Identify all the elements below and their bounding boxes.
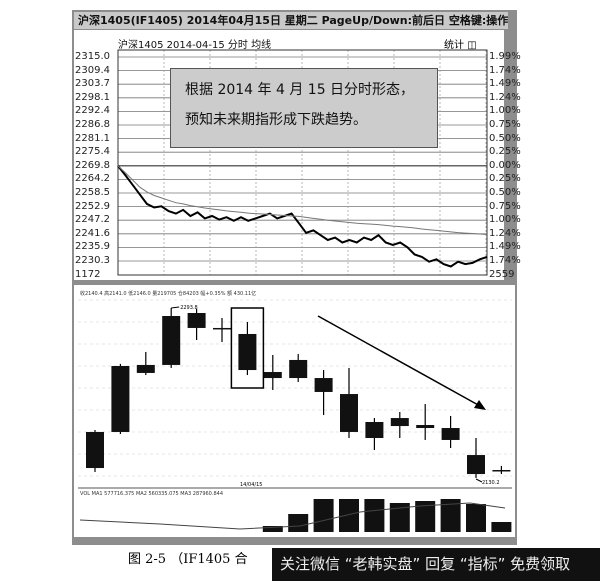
right-tick-label: 0.25% [489,146,521,158]
date-tag: 14/04/15 [240,482,262,488]
right-tick-label: 1.74% [489,255,521,266]
low-label-leader [475,478,483,483]
candle-body [492,469,511,472]
volume-bar [440,499,461,532]
panel-toggle-icon[interactable]: ◫ [467,40,477,51]
left-tick-label: 1172 [75,268,101,280]
high-label: 2293.8 [180,305,198,311]
left-tick-label: 2309.4 [75,64,110,76]
volume-info: VOL MA1 577716.375 MA2 560335.075 MA3 28… [80,491,223,497]
price-line [117,165,488,268]
volume-bar [288,514,309,532]
annotation-line-2: 预知未来期指形成下跌趋势。 [185,112,367,128]
left-tick-label: 2303.7 [75,78,110,90]
volume-ma-line [79,502,506,530]
left-tick-label: 2315.0 [75,51,110,62]
right-tick-label: 0.25% [489,173,521,185]
candle-body [162,316,181,365]
left-tick-label: 2241.6 [75,227,110,239]
intraday-subtitle: 沪深1405 2014-04-15 分时 均线 [118,40,272,51]
trend-arrow-head [474,400,486,410]
right-tick-label: 1.00% [489,214,521,226]
volume-bar [491,522,512,532]
candle-body [441,428,460,440]
high-label-leader [171,306,180,309]
annotation-box: 根据 2014 年 4 月 15 日分时形态， 预知未来期指形成下跌趋势。 [170,68,438,148]
candle-body [314,378,333,392]
right-tick-label: 1.49% [489,241,521,253]
figure-caption: 图 2-5 （IF1405 合 [128,552,248,567]
highlight-box [230,307,265,389]
right-tick-label: 0.00% [489,159,521,171]
candle-body [365,421,384,438]
right-tick-label: 0.50% [489,187,521,198]
right-tick-label: 0.75% [489,200,521,212]
left-tick-label: 2264.2 [75,173,110,185]
left-tick-label: 2281.1 [75,132,110,144]
window-title: 沪深1405(IF1405) 2014年04月15日 星期二 PageUp/Do… [74,12,508,29]
left-tick-label: 2275.4 [75,146,110,158]
kline-panel [74,285,515,537]
left-tick-label: 2247.2 [75,214,110,226]
candle-body [263,372,282,379]
candle-body [390,418,409,427]
left-tick-label: 2230.3 [75,255,110,266]
candle-body [187,312,206,328]
volume-bar [466,504,486,532]
left-tick-label: 2292.4 [75,105,110,117]
watermark-banner: 关注微信 “老韩实盘” 回复 “指标” 免费领取 [272,548,600,581]
average-line [117,165,488,235]
left-tick-label: 2252.9 [75,200,110,212]
volume-bar [364,499,385,532]
stats-button[interactable]: 统计 ◫ [444,40,477,51]
candle-body [213,327,231,330]
volume-bar [262,526,283,532]
plot-border [117,49,488,276]
candle-body [136,364,155,373]
right-tick-label: 1.49% [489,78,521,90]
stats-label: 统计 [444,40,464,51]
volume-bar [313,499,334,532]
candle-body [289,359,308,379]
candle-body [111,365,130,432]
right-tick-label: 2559 [489,268,515,280]
kline-info: 收2140.4 高2141.0 低2146.0 量219705 仓84203 幅… [80,291,257,297]
candle-body [86,431,104,469]
right-tick-label: 0.75% [489,119,521,130]
candle-body [467,455,485,475]
annotation-line-1: 根据 2014 年 4 月 15 日分时形态， [185,82,415,98]
left-tick-label: 2286.8 [75,119,110,130]
volume-bar [339,499,359,532]
right-tick-label: 1.99% [489,51,521,62]
left-tick-label: 2258.5 [75,187,110,198]
right-tick-label: 1.24% [489,227,521,239]
volume-bar [415,501,436,532]
right-tick-label: 0.50% [489,132,521,144]
low-label: 2130.2 [482,480,500,486]
right-tick-label: 1.00% [489,105,521,117]
candle-body [340,394,358,432]
candle-body [238,333,257,371]
right-tick-label: 1.74% [489,64,521,76]
left-tick-label: 2298.1 [75,91,110,103]
trend-arrow [317,315,481,407]
right-tick-label: 1.24% [489,91,521,103]
left-tick-label: 2235.9 [75,241,110,253]
left-tick-label: 2269.8 [75,159,110,171]
candle-body [416,425,435,429]
volume-bar [389,503,410,532]
